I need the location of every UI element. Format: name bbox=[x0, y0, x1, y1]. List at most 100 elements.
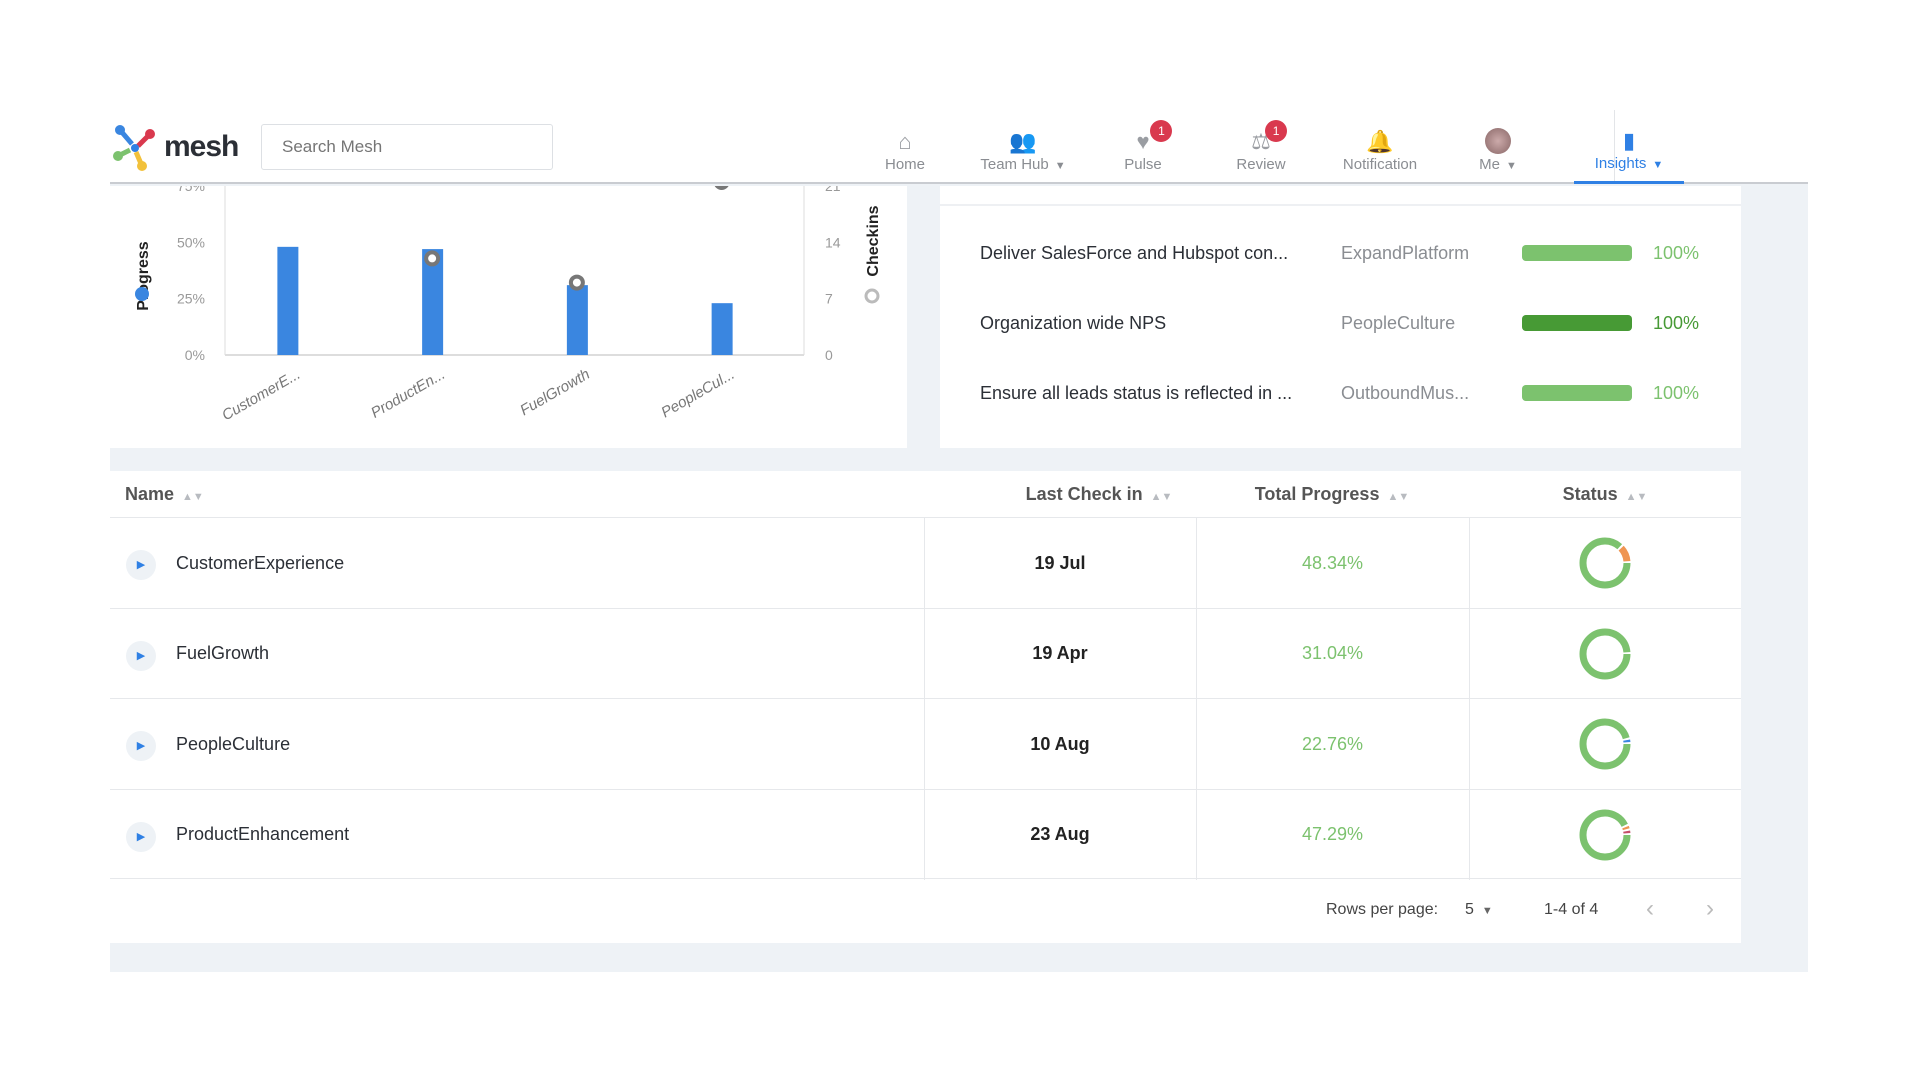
notification-badge: 1 bbox=[1265, 119, 1288, 142]
progress-checkins-chart: 0% 25% 50% 75% 0 7 14 21 Progress Checkins Custome… bbox=[110, 174, 907, 448]
last-check-in: 19 Jul bbox=[1034, 552, 1086, 573]
table-row[interactable]: ▶ PeopleCulture 10 Aug 22.76% bbox=[110, 698, 1741, 789]
okr-team: OutboundMus... bbox=[1341, 382, 1470, 403]
nav-item-home[interactable]: ⌂ Home bbox=[850, 118, 960, 182]
okr-progress-bar bbox=[1522, 385, 1632, 401]
expand-row-button[interactable]: ▶ bbox=[126, 550, 156, 580]
chevron-down-icon: ▼ bbox=[1505, 159, 1517, 172]
okr-title: Organization wide NPS bbox=[980, 312, 1167, 333]
checkin-point bbox=[713, 174, 730, 190]
objective-name[interactable]: ProductEnhancement bbox=[176, 824, 350, 844]
status-donut bbox=[1469, 699, 1741, 789]
progress-bar bbox=[277, 246, 299, 355]
right-tick-label: 0 bbox=[825, 347, 833, 363]
bar-chart-icon: ▮ bbox=[1622, 128, 1636, 153]
nav-item-me[interactable]: Me ▼ bbox=[1443, 118, 1553, 182]
sort-icon[interactable]: ▲▼ bbox=[182, 491, 204, 503]
checkin-point bbox=[424, 250, 441, 267]
last-check-in: 10 Aug bbox=[1030, 733, 1090, 754]
rows-per-page-label: Rows per page: bbox=[1326, 901, 1439, 918]
next-page-button[interactable]: › bbox=[1706, 895, 1714, 922]
okr-title: Deliver SalesForce and Hubspot con... bbox=[980, 242, 1289, 263]
okr-progress-percent: 100% bbox=[1653, 382, 1700, 403]
last-check-in: 19 Apr bbox=[1032, 643, 1088, 663]
objective-name[interactable]: FuelGrowth bbox=[176, 643, 270, 663]
nav-label: Team Hub bbox=[980, 155, 1049, 173]
okr-team: PeopleCulture bbox=[1341, 312, 1456, 333]
expand-row-button[interactable]: ▶ bbox=[126, 731, 156, 761]
right-tick-label: 7 bbox=[825, 291, 833, 307]
okr-item[interactable]: Ensure all leads status is reflected in … bbox=[940, 378, 1741, 408]
pagination-range: 1-4 of 4 bbox=[1544, 901, 1599, 918]
nav-item-team-hub[interactable]: 👥 Team Hub ▼ bbox=[968, 118, 1078, 182]
bell-icon: 🔔 bbox=[1366, 128, 1394, 154]
checkin-point bbox=[568, 274, 585, 291]
total-progress: 48.34% bbox=[1301, 552, 1364, 573]
last-check-in: 23 Aug bbox=[1030, 824, 1090, 844]
okr-item[interactable]: Deliver SalesForce and Hubspot con... Ex… bbox=[940, 238, 1741, 268]
total-progress: 31.04% bbox=[1301, 643, 1364, 663]
table-row[interactable]: ▶ CustomerExperience 19 Jul 48.34% bbox=[110, 517, 1741, 608]
nav-divider bbox=[1614, 110, 1615, 182]
total-progress: 22.76% bbox=[1301, 733, 1364, 754]
category-label: CustomerE... bbox=[219, 366, 303, 424]
rows-per-page-select[interactable]: 5 ▼ bbox=[1465, 901, 1493, 918]
table-row[interactable]: ▶ FuelGrowth 19 Apr 31.04% bbox=[110, 607, 1741, 699]
mesh-logo[interactable]: mesh bbox=[110, 122, 239, 172]
nav-label: Review bbox=[1236, 155, 1286, 173]
right-tick-label: 14 bbox=[825, 234, 841, 250]
expand-row-button[interactable]: ▶ bbox=[126, 821, 156, 852]
status-donut bbox=[1469, 790, 1741, 880]
okr-title: Ensure all leads status is reflected in … bbox=[980, 382, 1293, 403]
column-header-name[interactable]: Name ▲▼ bbox=[125, 484, 204, 504]
sort-icon[interactable]: ▲▼ bbox=[1150, 491, 1173, 503]
right-axis-title: Checkins bbox=[865, 205, 882, 276]
search-input[interactable] bbox=[261, 124, 553, 170]
okr-progress-percent: 100% bbox=[1653, 242, 1700, 263]
okr-item[interactable]: Organization wide NPS PeopleCulture 100% bbox=[940, 308, 1741, 338]
nav-item-review[interactable]: ⚖ 1 Review bbox=[1206, 118, 1316, 182]
team-icon: 👥 bbox=[1009, 128, 1037, 154]
progress-bar bbox=[422, 249, 444, 355]
left-tick-label: 75% bbox=[177, 186, 205, 194]
objectives-table: Name ▲▼ Last Check in ▲▼ Total Progress ▲▼ … bbox=[110, 471, 1741, 943]
left-tick-label: 25% bbox=[177, 291, 205, 307]
progress-legend-dot bbox=[135, 287, 149, 301]
home-icon: ⌂ bbox=[898, 128, 912, 154]
nav-item-insights[interactable]: ▮ Insights ▼ bbox=[1574, 118, 1684, 184]
review-icon: ⚖ 1 bbox=[1251, 119, 1288, 156]
right-tick-label: 21 bbox=[825, 186, 841, 194]
nav-label: Me bbox=[1479, 155, 1500, 173]
nav-label: Pulse bbox=[1124, 155, 1162, 173]
progress-bar bbox=[711, 303, 733, 355]
objective-name[interactable]: PeopleCulture bbox=[176, 733, 291, 754]
mesh-logo-icon bbox=[113, 125, 155, 171]
category-label: PeopleCul... bbox=[658, 366, 737, 422]
okr-progress-percent: 100% bbox=[1653, 312, 1700, 333]
nav-label: Insights bbox=[1594, 155, 1647, 172]
nav-item-notification[interactable]: 🔔 Notification bbox=[1325, 118, 1435, 182]
avatar bbox=[1485, 127, 1511, 156]
sort-icon[interactable]: ▲▼ bbox=[1387, 491, 1410, 503]
expand-row-button[interactable]: ▶ bbox=[126, 640, 156, 671]
chevron-down-icon: ▼ bbox=[1054, 159, 1066, 172]
previous-page-button[interactable]: ‹ bbox=[1646, 895, 1654, 922]
notification-badge: 1 bbox=[1150, 119, 1173, 142]
sort-icon[interactable]: ▲▼ bbox=[1625, 491, 1648, 503]
nav-item-pulse[interactable]: ♥ 1 Pulse bbox=[1088, 118, 1198, 182]
table-row[interactable]: ▶ ProductEnhancement 23 Aug 47.29% bbox=[110, 788, 1741, 880]
column-header-total-progress[interactable]: Total Progress ▲▼ bbox=[1254, 484, 1410, 504]
column-header-last-check-in[interactable]: Last Check in ▲▼ bbox=[1025, 484, 1173, 504]
logo-text: mesh bbox=[164, 130, 239, 163]
chevron-down-icon: ▼ bbox=[1652, 159, 1664, 171]
table-pagination: Rows per page: 5 ▼ 1-4 of 4 ‹ › bbox=[110, 878, 1741, 943]
column-header-status[interactable]: Status ▲▼ bbox=[1562, 484, 1648, 504]
okr-progress-bar bbox=[1522, 315, 1632, 331]
chevron-down-icon: ▼ bbox=[1481, 905, 1493, 917]
checkins-legend-dot bbox=[864, 288, 880, 304]
total-progress: 47.29% bbox=[1301, 824, 1364, 844]
objective-name[interactable]: CustomerExperience bbox=[176, 552, 345, 573]
top-nav-bar: mesh ⌂Home👥Team Hub▼♥1Pulse⚖1Review🔔Noti… bbox=[110, 110, 1808, 184]
left-tick-label: 50% bbox=[177, 234, 205, 250]
